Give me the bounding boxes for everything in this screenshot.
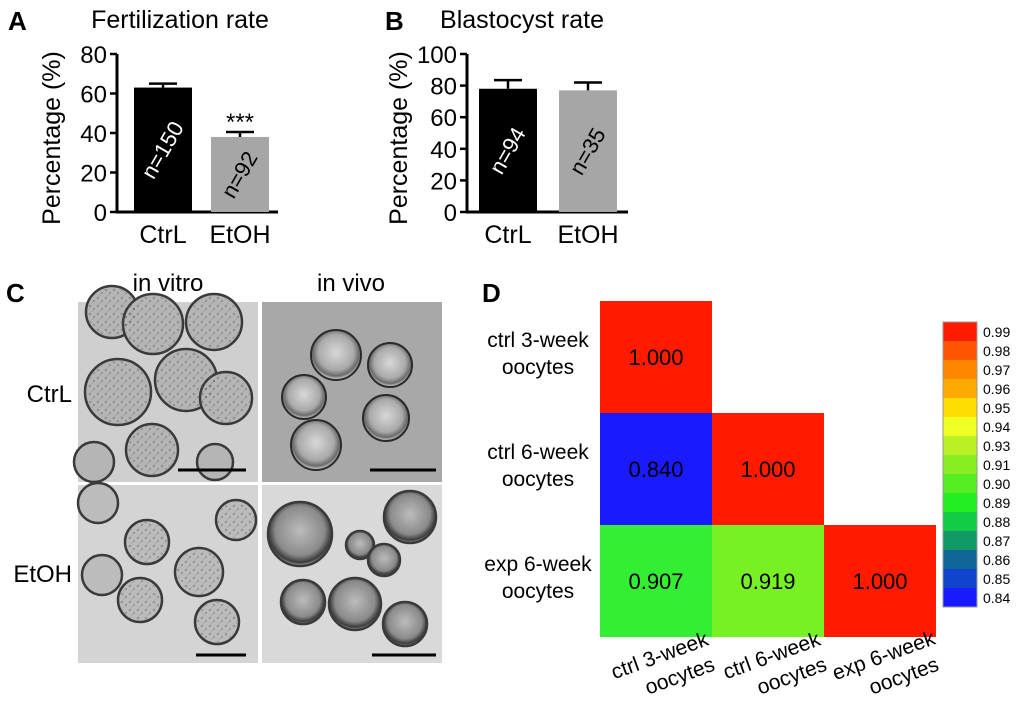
heatmap-column-label: ctrl 3-weekoocytes xyxy=(608,628,721,704)
micrograph-in-vitro-etoh xyxy=(76,481,258,663)
legend-swatch xyxy=(943,360,977,379)
legend-swatch xyxy=(943,550,977,569)
legend-label: 0.88 xyxy=(983,514,1010,530)
legend-swatch xyxy=(943,322,977,341)
heatmap-cell xyxy=(600,525,712,637)
heatmap-cell xyxy=(712,525,824,637)
legend-label: 0.85 xyxy=(983,571,1010,587)
heatmap-cell xyxy=(600,301,712,413)
bar xyxy=(211,136,269,212)
panel-b-letter: B xyxy=(385,6,404,36)
heatmap-cells: 1.000 0.840 1.000 0.907 0.919 1.000 xyxy=(600,301,936,637)
panel-a-letter: A xyxy=(8,6,27,36)
y-tick-label: 60 xyxy=(80,82,107,109)
heatmap-cell-value: 0.919 xyxy=(740,569,795,594)
legend-swatch xyxy=(943,512,977,531)
heatmap-row-label: exp 6-week oocytes xyxy=(484,553,592,603)
heatmap-column-label: ctrl 6-weekoocytes xyxy=(720,628,833,704)
legend-swatch xyxy=(943,398,977,417)
chart-b-ylabel: Percentage (%) xyxy=(385,51,413,225)
chart-b-title: Blastocyst rate xyxy=(440,6,604,34)
panel-c-letter: C xyxy=(6,278,25,308)
heatmap-cell xyxy=(600,413,712,525)
legend-label: 0.93 xyxy=(983,438,1010,454)
y-tick-label: 0 xyxy=(94,200,107,227)
col-label-in-vivo: in vivo xyxy=(317,270,385,297)
heatmap-row-label: ctrl 6-week oocytes xyxy=(487,441,589,491)
legend-label: 0.90 xyxy=(983,476,1010,492)
heatmap-cell-value: 0.907 xyxy=(628,569,683,594)
legend-label: 0.86 xyxy=(983,552,1010,568)
legend-label: 0.96 xyxy=(983,381,1010,397)
bar xyxy=(134,87,192,212)
legend-swatch xyxy=(943,474,977,493)
heatmap-row-labels: ctrl 3-week oocytes ctrl 6-week oocytes exp … xyxy=(484,329,592,603)
legend-frame xyxy=(942,321,978,608)
y-tick-label: 40 xyxy=(430,137,457,164)
heatmap-cell-value: 0.840 xyxy=(628,457,683,482)
y-tick-label: 80 xyxy=(430,74,457,101)
heatmap-column-labels: ctrl 3-weekoocytes ctrl 6-weekoocytes exp … xyxy=(608,627,947,704)
panel-b-blastocyst-chart: B Blastocyst rate Percentage (%) 0 20 40 60… xyxy=(385,6,628,249)
y-tick-label: 40 xyxy=(80,121,107,148)
legend-label: 0.87 xyxy=(983,533,1010,549)
micrograph-in-vivo-ctrl xyxy=(262,302,442,482)
x-tick-label: EtOH xyxy=(557,221,618,249)
legend-label: 0.91 xyxy=(983,457,1010,473)
legend-label: 0.89 xyxy=(983,495,1010,511)
y-tick-label: 80 xyxy=(80,42,107,69)
legend-swatch xyxy=(943,436,977,455)
heatmap-cell xyxy=(712,413,824,525)
legend-label: 0.98 xyxy=(983,343,1010,359)
heatmap-cell-value: 1.000 xyxy=(852,569,907,594)
chart-a-ylabel: Percentage (%) xyxy=(38,51,66,225)
micrograph-in-vivo-etoh xyxy=(262,485,442,663)
heatmap-column-label: exp 6-weekoocytes xyxy=(829,627,947,704)
heatmap-cell xyxy=(824,525,936,637)
significance-marker: *** xyxy=(226,109,254,136)
legend-label: 0.94 xyxy=(983,419,1010,435)
legend-swatch xyxy=(943,455,977,474)
legend-swatch xyxy=(943,569,977,588)
bar xyxy=(559,90,617,212)
legend-swatch xyxy=(943,379,977,398)
legend-swatch xyxy=(943,493,977,512)
micrograph-in-vitro-ctrl xyxy=(72,284,258,484)
legend-swatch xyxy=(943,588,977,607)
panel-c-micrographs: C in vitro in vivo CtrL EtOH xyxy=(6,270,442,663)
heatmap-legend: 0.99 0.98 0.97 0.96 0.95 0.94 0.93 0.91 0.90 0.89… xyxy=(942,321,1010,608)
y-tick-label: 100 xyxy=(417,42,457,69)
bar xyxy=(479,88,537,212)
col-label-in-vitro: in vitro xyxy=(133,270,204,297)
row-label-etoh: EtOH xyxy=(13,561,72,588)
y-tick-label: 60 xyxy=(430,105,457,132)
y-tick-label: 20 xyxy=(430,168,457,195)
row-label-ctrl: CtrL xyxy=(27,381,72,408)
legend-swatch xyxy=(943,531,977,550)
x-tick-label: CtrL xyxy=(484,221,531,249)
legend-label: 0.99 xyxy=(983,324,1010,340)
x-tick-label: CtrL xyxy=(139,221,186,249)
legend-swatch xyxy=(943,417,977,436)
y-tick-label: 20 xyxy=(80,161,107,188)
legend-label: 0.95 xyxy=(983,400,1010,416)
x-tick-label: EtOH xyxy=(209,221,270,249)
y-tick-label: 0 xyxy=(444,200,457,227)
legend-swatch xyxy=(943,341,977,360)
legend-label: 0.97 xyxy=(983,362,1010,378)
legend-label: 0.84 xyxy=(983,590,1010,606)
heatmap-cell-value: 1.000 xyxy=(628,345,683,370)
chart-a-title: Fertilization rate xyxy=(91,6,269,34)
heatmap-cell-value: 1.000 xyxy=(740,457,795,482)
heatmap-row-label: ctrl 3-week oocytes xyxy=(487,329,589,379)
panel-d-letter: D xyxy=(482,278,501,308)
panel-a-fertilization-chart: A Fertilization rate Percentage (%) 0 20 4… xyxy=(8,6,278,249)
